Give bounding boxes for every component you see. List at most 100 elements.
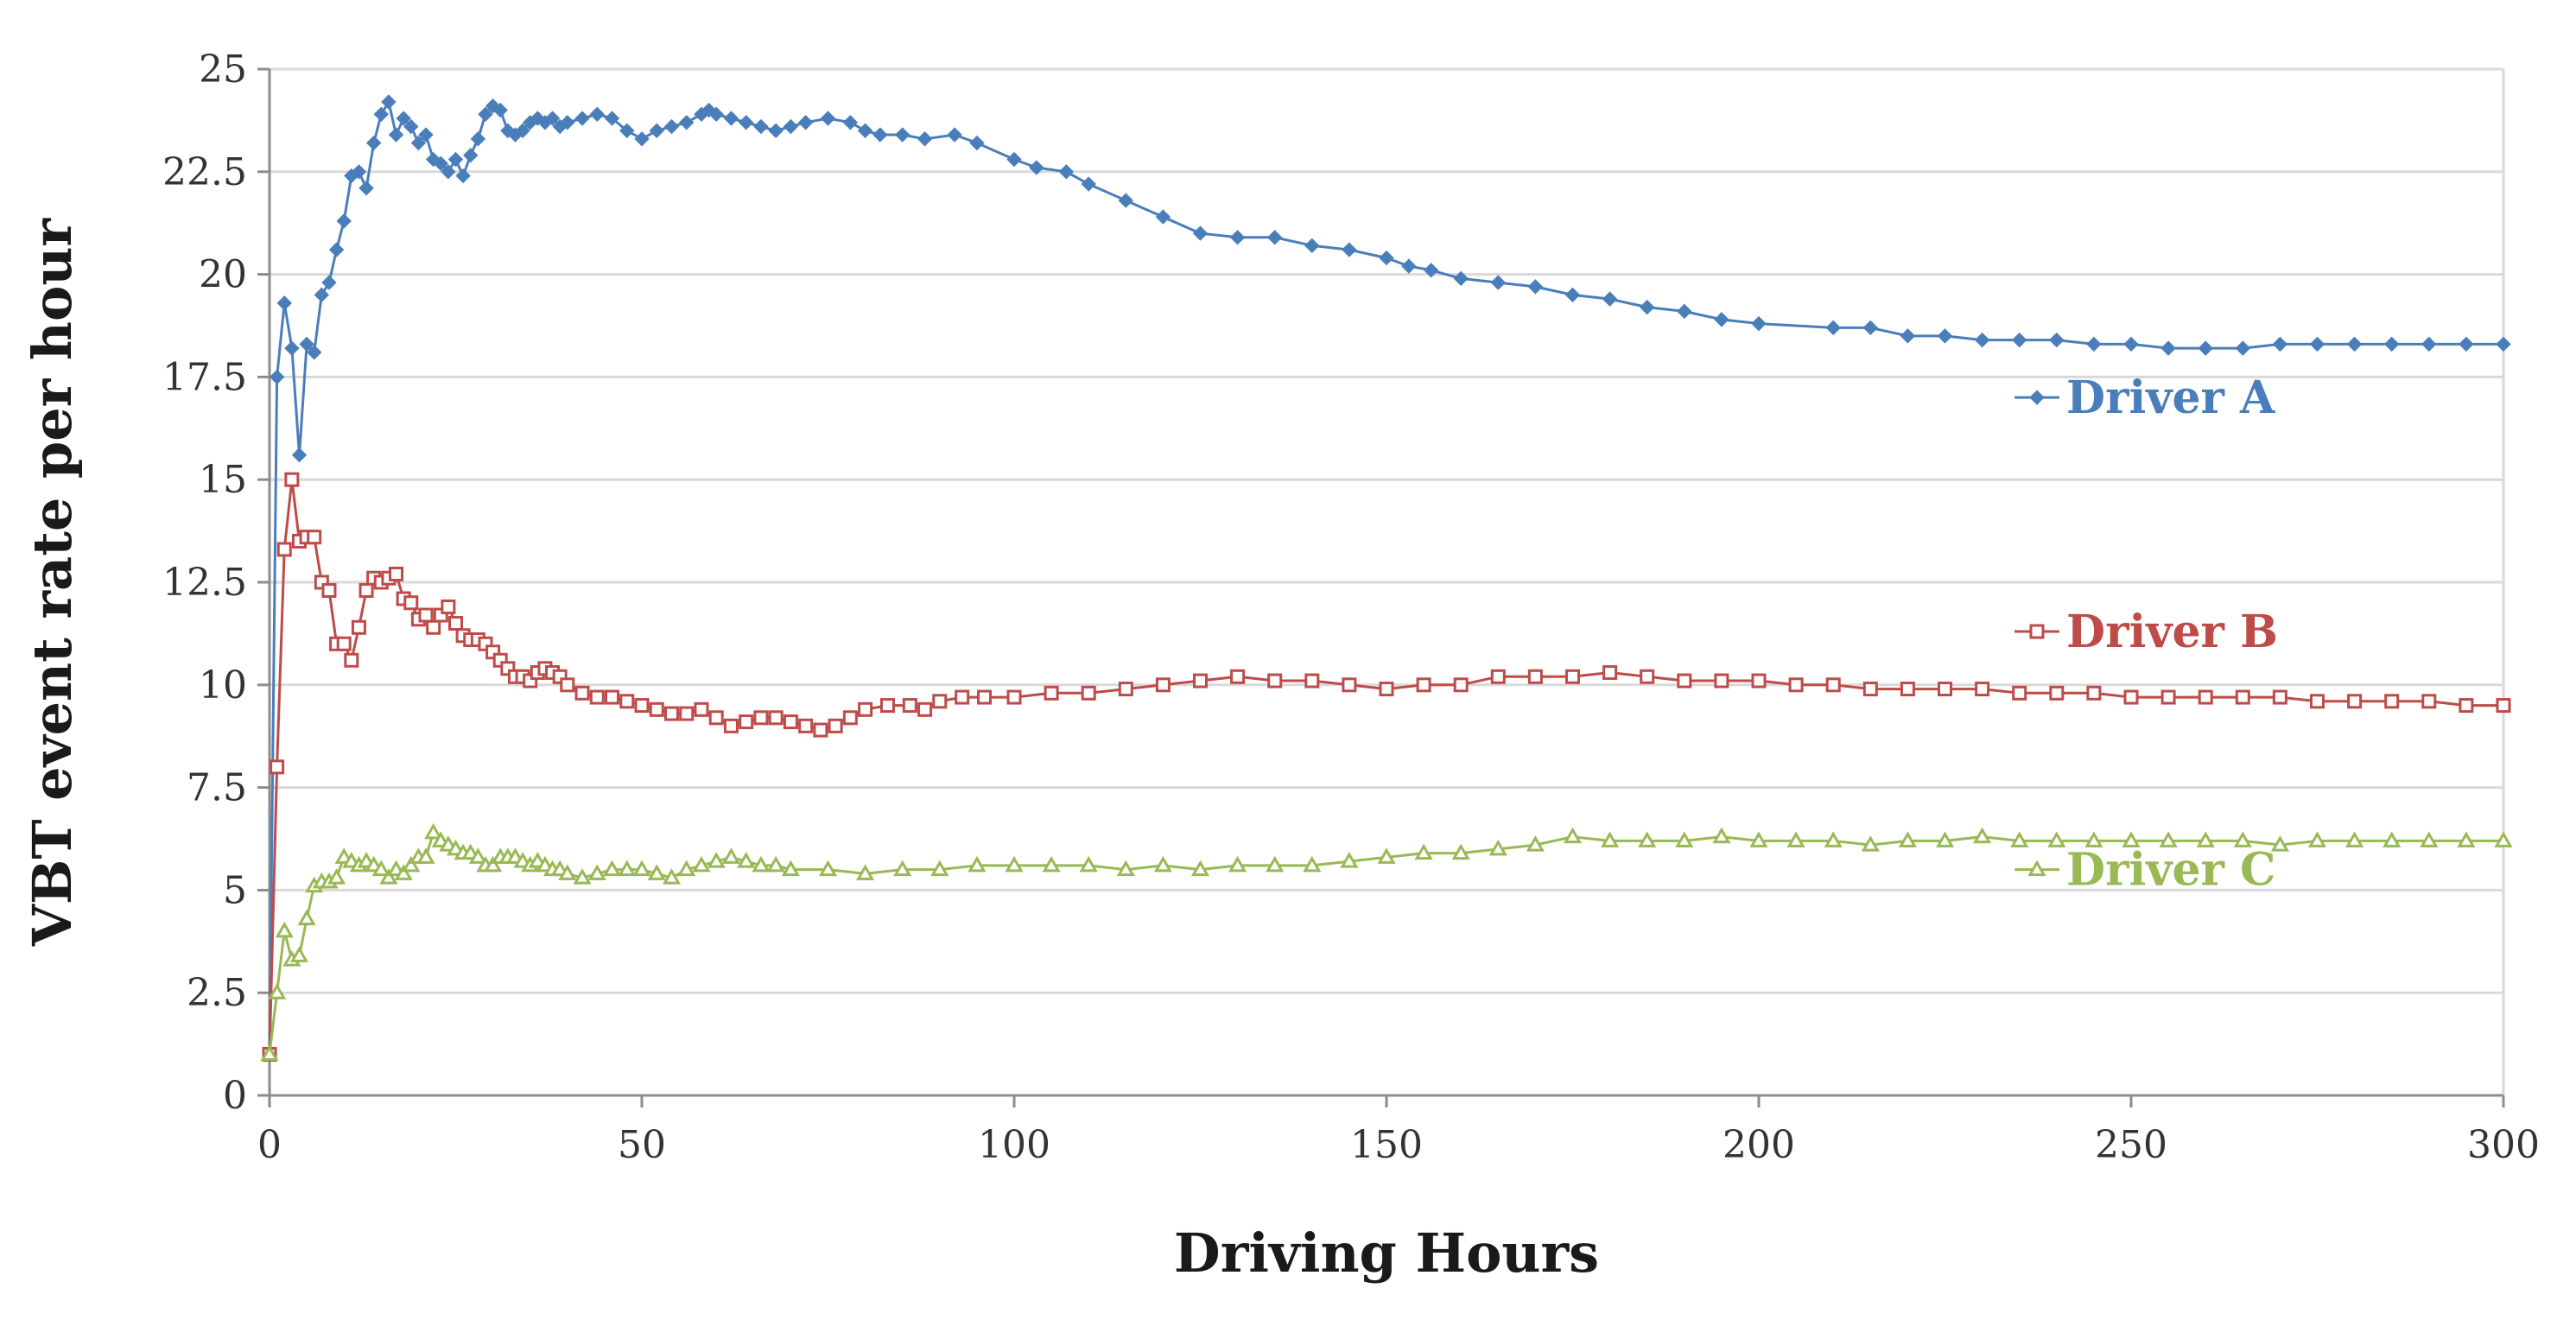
data-point bbox=[1638, 831, 1657, 847]
data-point bbox=[463, 148, 479, 163]
data-point bbox=[544, 111, 561, 126]
data-point bbox=[485, 98, 501, 114]
data-point bbox=[1490, 275, 1507, 290]
data-point bbox=[721, 847, 741, 864]
series-driver-b bbox=[262, 472, 2511, 1062]
data-point bbox=[1229, 230, 1246, 245]
data-point bbox=[2159, 831, 2178, 847]
data-point bbox=[1266, 855, 1285, 873]
data-point bbox=[649, 123, 664, 138]
data-point bbox=[1228, 855, 1247, 873]
data-point bbox=[424, 822, 443, 840]
data-point bbox=[783, 118, 799, 135]
data-point bbox=[344, 652, 359, 668]
data-point bbox=[818, 860, 838, 877]
data-point bbox=[2309, 336, 2325, 352]
data-point bbox=[558, 864, 577, 880]
x-tick-label: 150 bbox=[1350, 1123, 1423, 1167]
data-point bbox=[1825, 677, 1841, 693]
data-point bbox=[1267, 673, 1283, 689]
series-driver-a bbox=[262, 94, 2511, 1063]
y-tick-label: 0 bbox=[223, 1074, 247, 1118]
data-point bbox=[1304, 673, 1320, 689]
data-point bbox=[1042, 855, 1061, 873]
data-point bbox=[1044, 685, 1059, 701]
data-point bbox=[379, 868, 398, 885]
y-tick-label: 2.5 bbox=[187, 971, 247, 1015]
data-point bbox=[1303, 855, 1322, 873]
data-point bbox=[373, 106, 390, 122]
data-point bbox=[2122, 831, 2141, 847]
data-point bbox=[418, 607, 434, 623]
data-point bbox=[1081, 685, 1096, 701]
data-point bbox=[1377, 847, 1396, 864]
data-point bbox=[1490, 669, 1506, 684]
data-point bbox=[358, 583, 374, 599]
data-point bbox=[2047, 831, 2066, 847]
legend-item-driver-b: Driver B bbox=[2014, 606, 2278, 658]
series-line bbox=[268, 98, 2503, 1055]
data-point bbox=[1677, 673, 1692, 689]
data-point bbox=[1029, 160, 1044, 175]
data-point bbox=[647, 864, 666, 880]
data-point bbox=[560, 677, 575, 693]
data-point bbox=[768, 123, 784, 138]
data-point bbox=[753, 710, 769, 726]
data-point bbox=[2084, 831, 2103, 847]
data-point bbox=[605, 689, 620, 705]
data-point bbox=[574, 111, 590, 126]
data-point bbox=[351, 619, 366, 635]
data-point bbox=[2123, 336, 2139, 352]
data-point bbox=[297, 909, 316, 926]
data-point bbox=[1342, 242, 1357, 257]
data-point bbox=[902, 698, 917, 714]
data-point bbox=[1937, 328, 1953, 344]
series-line bbox=[268, 479, 2503, 1055]
data-point bbox=[1677, 303, 1692, 320]
data-point bbox=[1639, 299, 1655, 315]
data-point bbox=[2123, 689, 2139, 705]
data-point bbox=[2310, 694, 2325, 709]
x-tick-label: 250 bbox=[2095, 1123, 2167, 1167]
data-point bbox=[2049, 685, 2065, 701]
data-point bbox=[701, 102, 717, 118]
data-point bbox=[2457, 831, 2476, 847]
data-point bbox=[2235, 340, 2251, 356]
data-point bbox=[1526, 835, 1545, 852]
data-point bbox=[336, 213, 352, 229]
data-point bbox=[856, 864, 875, 880]
data-point bbox=[930, 860, 949, 877]
data-point bbox=[752, 855, 771, 873]
y-tick-label: 10 bbox=[199, 663, 247, 708]
legend-label: Driver C bbox=[2066, 844, 2275, 897]
data-point bbox=[2272, 689, 2287, 705]
data-point bbox=[977, 689, 993, 705]
data-point bbox=[381, 94, 397, 110]
data-point bbox=[284, 340, 300, 356]
data-point bbox=[1712, 827, 1731, 844]
data-point bbox=[1451, 843, 1470, 860]
data-point bbox=[1563, 827, 1583, 844]
data-point bbox=[1862, 682, 1878, 697]
legend-label: Driver A bbox=[2066, 371, 2275, 424]
data-point bbox=[1005, 855, 1024, 873]
data-point bbox=[1488, 839, 1507, 856]
series-group bbox=[260, 94, 2513, 1063]
data-point bbox=[692, 855, 711, 873]
data-point bbox=[492, 102, 508, 118]
data-point bbox=[358, 181, 374, 196]
data-point bbox=[969, 135, 985, 151]
data-point bbox=[955, 689, 970, 705]
data-point bbox=[389, 566, 404, 581]
data-point bbox=[1527, 279, 1544, 295]
data-point bbox=[677, 860, 696, 877]
data-point bbox=[1974, 332, 1990, 348]
y-tick-label: 5 bbox=[223, 868, 247, 912]
y-tick-label: 25 bbox=[199, 48, 247, 92]
data-point bbox=[1118, 682, 1133, 697]
data-point bbox=[893, 860, 912, 877]
data-point bbox=[455, 168, 471, 184]
data-point bbox=[2196, 831, 2215, 847]
data-point bbox=[1416, 677, 1431, 693]
